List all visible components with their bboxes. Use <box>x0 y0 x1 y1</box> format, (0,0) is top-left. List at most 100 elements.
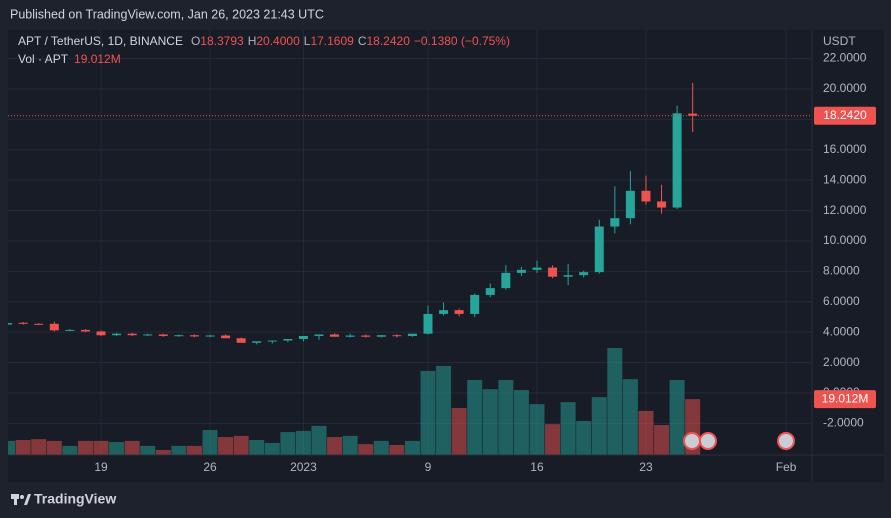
volume-bar <box>171 445 187 455</box>
candle-body <box>8 323 13 325</box>
volume-bar <box>389 445 405 455</box>
volume-bar <box>669 380 685 455</box>
candle-body <box>18 322 28 324</box>
volume-bar <box>529 404 545 455</box>
candle-body <box>454 310 464 314</box>
y-tick-label: 2.0000 <box>823 355 860 369</box>
volume-bar <box>545 424 561 455</box>
volume-bar <box>482 389 498 455</box>
volume-bar <box>654 425 670 455</box>
volume-bar <box>8 440 16 455</box>
event-icon <box>777 432 795 450</box>
volume-bar <box>124 440 140 455</box>
y-tick-label: 6.0000 <box>823 294 860 308</box>
candle-body <box>283 339 293 341</box>
candle-body <box>112 333 122 336</box>
y-tick-label: 8.0000 <box>823 264 860 278</box>
candle-body <box>594 226 604 273</box>
volume-bar <box>342 435 358 455</box>
logo-mark <box>14 494 17 505</box>
event-icon <box>699 432 717 450</box>
volume-bar <box>155 450 171 455</box>
volume-bar <box>140 445 156 455</box>
candle-body <box>127 333 137 336</box>
y-tick-label: -2.0000 <box>823 416 864 430</box>
volume-bar <box>327 437 343 455</box>
volume-bar <box>233 435 249 455</box>
x-tick-label: 19 <box>94 460 108 474</box>
volume-bar <box>62 445 78 455</box>
x-tick-label: 16 <box>530 460 544 474</box>
candle-body <box>407 333 417 336</box>
volume-bar <box>109 442 125 455</box>
candle-body <box>563 275 573 277</box>
candle-body <box>205 335 215 337</box>
volume-bar <box>311 425 327 455</box>
volume-bar <box>186 445 202 455</box>
volume-bar <box>93 440 109 455</box>
x-tick-label: 9 <box>425 460 432 474</box>
volume-bar <box>358 444 374 455</box>
candle-body <box>641 190 651 202</box>
volume-bar <box>295 430 311 455</box>
volume-legend: Vol · APT 19.012M <box>18 52 121 66</box>
candle-body <box>298 335 308 340</box>
legend-value: 18.2420 <box>367 34 411 48</box>
candle-body <box>625 190 635 219</box>
volume-bar <box>249 440 265 455</box>
header-title: Published on TradingView.com, Jan 26, 20… <box>10 7 324 21</box>
x-tick-label: Feb <box>776 460 797 474</box>
legend-prefix: C <box>358 34 367 48</box>
volume-bar <box>638 410 654 455</box>
logo-mark <box>24 494 31 505</box>
axis-unit: USDT <box>823 34 856 48</box>
volume-bar <box>202 430 218 455</box>
legend-prefix: O <box>191 34 200 48</box>
candle-body <box>34 323 44 325</box>
candle-body <box>345 335 355 337</box>
candle-body <box>392 335 402 337</box>
candle-body <box>65 329 75 331</box>
volume-bar <box>576 420 592 455</box>
candle-body <box>158 334 168 336</box>
brand: TradingView <box>34 491 116 507</box>
candle-body <box>189 335 199 337</box>
candle-body <box>439 310 449 314</box>
volume-bar <box>264 442 280 455</box>
y-tick-label: 12.0000 <box>823 203 867 217</box>
legend-change: −0.1380 (−0.75%) <box>414 34 510 48</box>
volume-bar <box>31 439 47 455</box>
volume-bar <box>622 379 638 455</box>
candle-body <box>470 294 480 314</box>
volume-bar <box>77 440 93 455</box>
volume-bar <box>15 440 31 455</box>
candle-body <box>221 335 231 339</box>
candle-body <box>579 272 589 276</box>
candle-body <box>610 218 620 227</box>
x-tick-label: 23 <box>639 460 653 474</box>
volume-bar <box>467 380 483 455</box>
legend-prefix: L <box>304 34 311 48</box>
candle-body <box>49 323 59 331</box>
price-tag-label: 18.2420 <box>823 108 867 122</box>
volume-tag-label: 19.012M <box>822 391 869 405</box>
y-tick-label: 14.0000 <box>823 172 867 186</box>
y-tick-label: 4.0000 <box>823 324 860 338</box>
price-tag <box>814 106 876 125</box>
volume-bar <box>404 440 420 455</box>
volume-bar <box>498 380 514 455</box>
candle-body <box>236 338 246 343</box>
volume-bar <box>420 370 436 455</box>
legend-value: 20.4000 <box>256 34 300 48</box>
candle-body <box>143 334 153 336</box>
candle-body <box>532 267 542 270</box>
candle-body <box>174 335 184 337</box>
legend-row: APT / TetherUS, 1D, BINANCE O18.3793 H20.4… <box>18 34 510 48</box>
y-tick-label: 20.0000 <box>823 81 867 95</box>
volume-bar <box>218 437 234 455</box>
event-icons <box>683 432 795 450</box>
volume-bar <box>560 402 576 455</box>
candle-body <box>376 335 386 337</box>
legend-value: 18.3793 <box>200 34 244 48</box>
